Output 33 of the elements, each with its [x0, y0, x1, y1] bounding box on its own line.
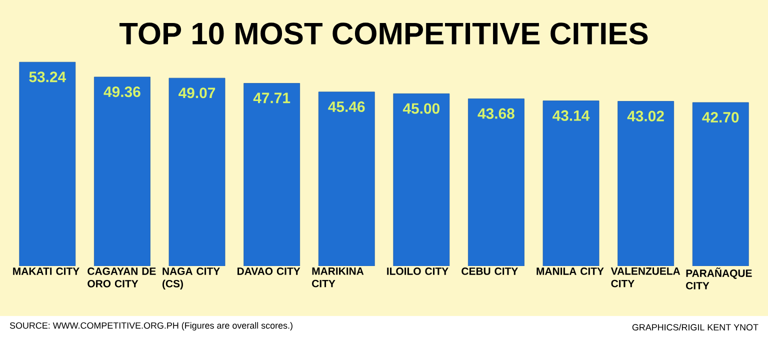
x-tick-label: MAKATI CITY — [13, 268, 80, 275]
bar — [244, 83, 300, 266]
x-tick-label: PARAÑAQUE CITY — [686, 268, 752, 290]
data-label: 43.14 — [552, 110, 590, 121]
data-label: 42.70 — [702, 112, 739, 123]
data-label: 53.24 — [29, 72, 66, 82]
data-label: 47.71 — [253, 92, 290, 104]
text: GRAPHICS/RIGIL KENT YNOT — [632, 324, 758, 330]
bar — [94, 76, 150, 266]
bar — [393, 94, 450, 266]
source-note: SOURCE: WWW.COMPETITIVE.ORG.PH (Figures are overall scores.) — [10, 322, 292, 330]
data-label: 49.36 — [104, 86, 140, 98]
bar — [618, 101, 674, 266]
x-tick-label: CAGAYAN DE ORO CITY — [88, 268, 156, 288]
bar — [169, 78, 226, 266]
x-tick-label: DAVAO CITY — [238, 268, 300, 275]
x-tick-label: ILOILO CITY — [387, 268, 448, 275]
data-label: 43.02 — [627, 110, 664, 122]
x-tick-label: CEBU CITY — [462, 268, 518, 275]
x-tick-label: MARIKINA CITY — [312, 268, 364, 288]
x-tick-label: VALENZUELA CITY — [610, 268, 680, 288]
bar — [19, 62, 76, 266]
data-label: 43.68 — [478, 108, 514, 119]
bar — [543, 100, 600, 266]
bar — [318, 92, 375, 266]
bar — [468, 98, 524, 266]
data-label: 49.07 — [178, 88, 216, 98]
x-tick-label: NAGA CITY (CS) — [162, 268, 220, 290]
data-label: 45.00 — [402, 103, 440, 114]
data-label: 45.46 — [328, 101, 365, 112]
bar — [692, 102, 749, 266]
x-tick-label: MANILA CITY — [536, 268, 604, 275]
chart-title: TOP 10 MOST COMPETITIVE CITIES — [120, 22, 648, 44]
